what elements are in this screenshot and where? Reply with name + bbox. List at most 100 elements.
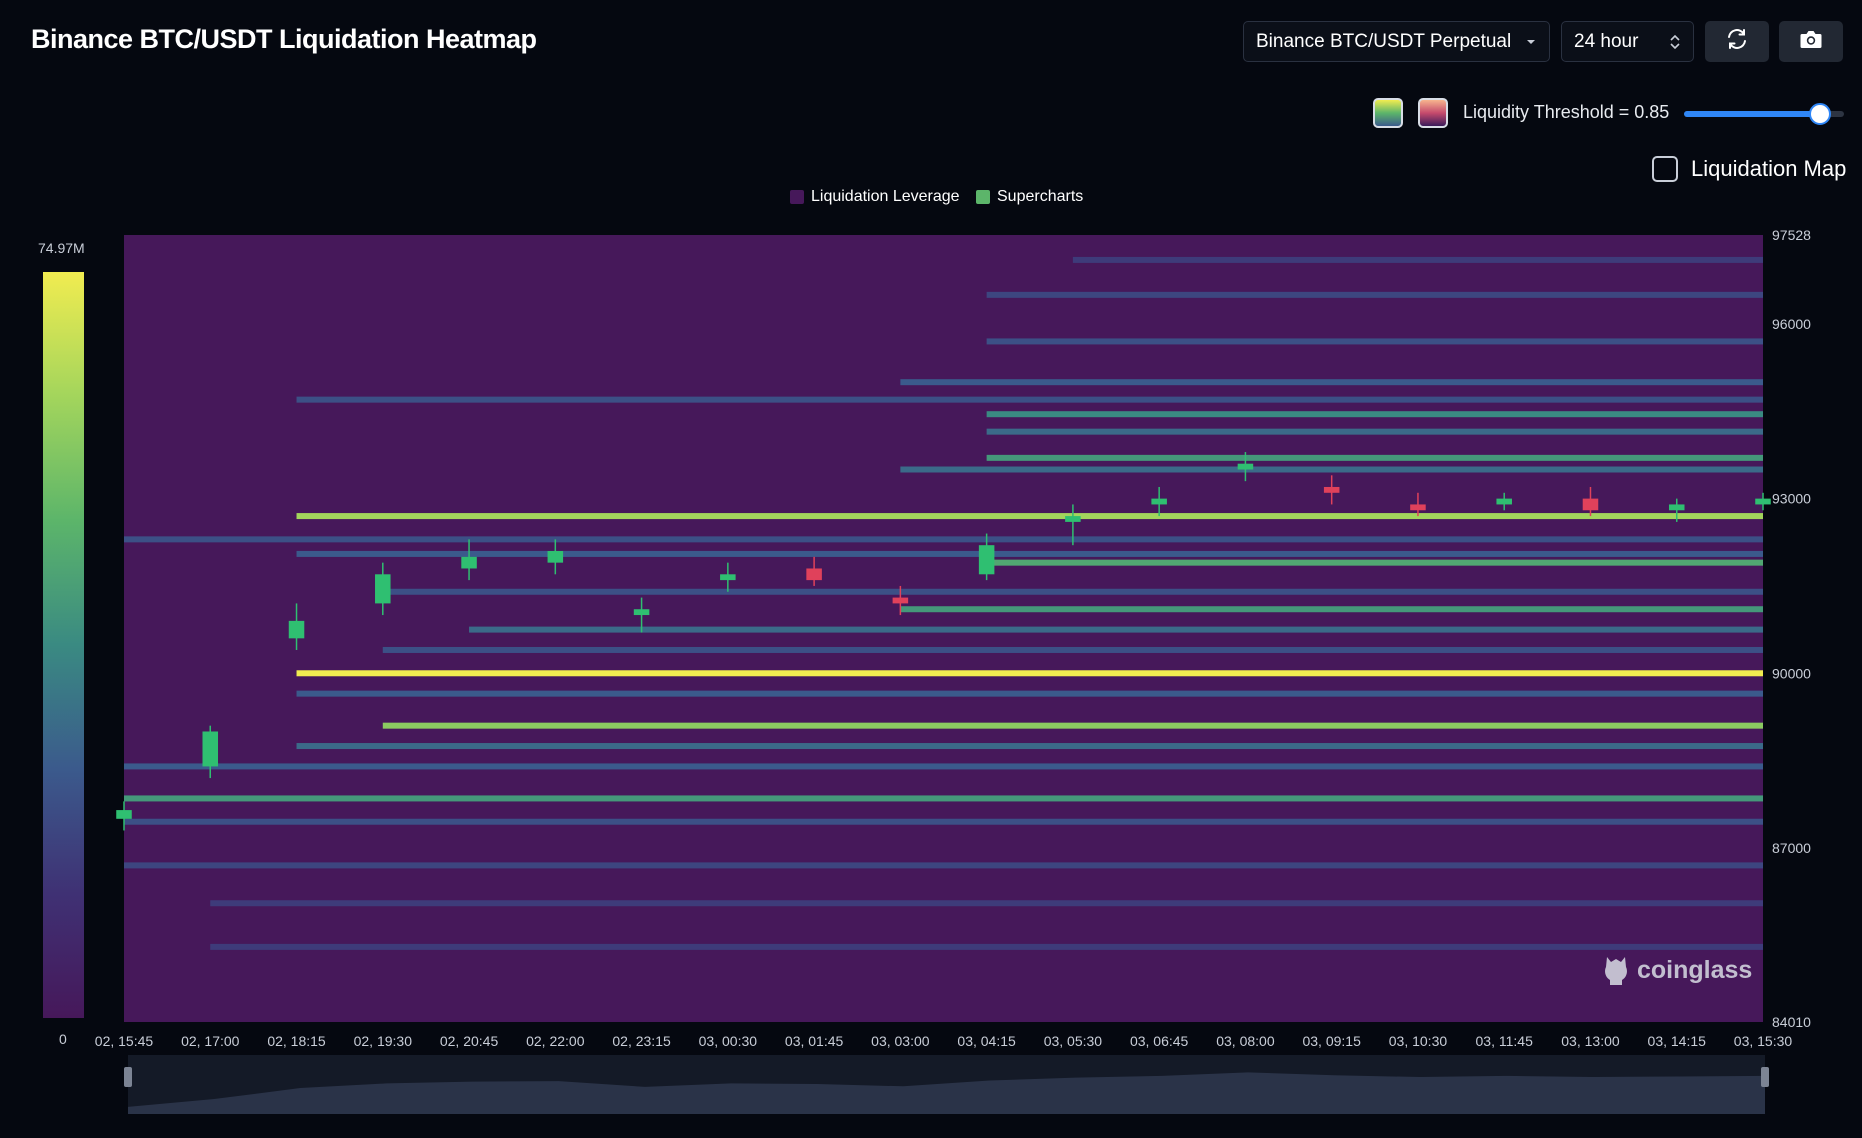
candle-body [1582,498,1599,511]
liquidation-band [986,454,1763,461]
liquidation-band [210,900,1763,907]
liquidity-threshold-label: Liquidity Threshold = 0.85 [1463,102,1670,122]
liquidation-band [986,291,1763,298]
y-tick-label: 90000 [1772,665,1811,681]
watermark-text: coinglass [1637,955,1753,984]
x-tick-label: 03, 13:00 [1561,1033,1620,1049]
x-tick-label: 02, 17:00 [181,1033,240,1049]
x-tick-label: 03, 14:15 [1648,1033,1707,1049]
candle-body [202,731,219,767]
magma-palette-swatch[interactable] [1418,98,1448,128]
y-tick-label: 96000 [1772,316,1811,332]
candle-body [1755,498,1771,505]
y-tick-label: 84010 [1772,1014,1811,1030]
chevron-up-down-icon [1669,22,1681,61]
coinglass-watermark: coinglass [1601,953,1752,987]
liquidation-band [382,722,1764,729]
candle-body [1496,498,1512,505]
liquidation-band [124,763,1763,770]
x-tick-label: 03, 15:30 [1734,1033,1793,1049]
candle-body [720,574,736,581]
x-tick-label: 02, 23:15 [612,1033,671,1049]
y-tick-label: 97528 [1772,227,1811,243]
x-tick-label: 03, 00:30 [699,1033,758,1049]
liquidity-threshold-slider[interactable] [1684,103,1844,125]
liquidation-band [296,690,1763,697]
legend-item-supercharts[interactable]: Supercharts [976,188,1083,206]
legend-label: Supercharts [997,188,1084,205]
candle-body [892,597,909,604]
refresh-icon [1725,27,1749,56]
liquidation-band [296,513,1763,520]
x-tick-label: 03, 06:45 [1130,1033,1189,1049]
y-tick-label: 93000 [1772,491,1811,507]
x-tick-label: 02, 18:15 [267,1033,326,1049]
liquidation-band [986,559,1763,566]
candle-body [116,810,132,819]
liquidation-band [124,536,1763,543]
camera-icon [1799,28,1823,55]
candle-body [288,620,305,639]
refresh-button[interactable] [1705,21,1769,62]
liquidation-band [900,379,1763,386]
color-scale-max-label: 74.97M [38,240,85,256]
candle-body [978,545,995,575]
liquidation-band [124,862,1763,869]
candle-body [1065,516,1081,522]
candle-body [633,609,650,616]
y-tick-label: 87000 [1772,840,1811,856]
candle-body [547,551,564,563]
liquidation-band [986,411,1763,418]
legend-item-liquidation-leverage[interactable]: Liquidation Leverage [790,188,960,206]
x-tick-label: 03, 03:00 [871,1033,930,1049]
x-tick-label: 03, 11:45 [1476,1033,1534,1049]
liquidation-band [382,588,1764,595]
x-tick-label: 03, 04:15 [957,1033,1016,1049]
liquidation-band [296,670,1763,677]
range-handle-left[interactable] [124,1067,132,1087]
exchange-select-value: Binance BTC/USDT Perpetual [1256,30,1512,52]
candle-body [1668,504,1685,511]
liquidation-band [1072,256,1763,263]
liquidation-band [210,943,1763,950]
legend-label: Liquidation Leverage [811,188,960,205]
exchange-select[interactable]: Binance BTC/USDT Perpetual [1243,21,1550,62]
liquidation-band [296,550,1763,557]
liquidation-band [986,338,1763,345]
slider-thumb[interactable] [1809,103,1831,125]
x-tick-label: 03, 10:30 [1389,1033,1448,1049]
liquidation-band [986,428,1763,435]
candle-body [1237,463,1254,470]
candle-body [375,574,391,604]
liquidation-band [382,646,1764,653]
liquidation-map-checkbox[interactable] [1652,156,1678,182]
x-tick-label: 02, 20:45 [440,1033,499,1049]
liquidation-band [296,743,1763,750]
x-tick-label: 03, 05:30 [1044,1033,1103,1049]
range-handle-right[interactable] [1761,1067,1769,1087]
screenshot-button[interactable] [1779,21,1843,62]
timeframe-select-value: 24 hour [1574,30,1639,52]
legend-swatch [976,190,990,204]
color-scale-bar [43,272,84,1018]
liquidation-band [296,396,1763,403]
liquidation-map-label: Liquidation Map [1691,156,1847,181]
liquidation-band [124,795,1763,802]
navigator-area [128,1072,1765,1114]
viridis-palette-swatch[interactable] [1373,98,1403,128]
x-tick-label: 03, 08:00 [1216,1033,1275,1049]
candle-body [461,556,477,569]
timeframe-select[interactable]: 24 hour [1561,21,1694,62]
x-tick-label: 03, 01:45 [785,1033,844,1049]
x-tick-label: 03, 09:15 [1302,1033,1361,1049]
caret-down-icon [1525,22,1537,61]
liquidation-band [469,626,1764,633]
liquidation-band [900,606,1763,613]
candle-body [806,568,822,581]
liquidation-band [124,818,1763,825]
color-scale-min-label: 0 [59,1031,67,1047]
x-tick-label: 02, 15:45 [95,1033,154,1049]
candle-body [1410,504,1426,511]
x-tick-label: 02, 22:00 [526,1033,585,1049]
